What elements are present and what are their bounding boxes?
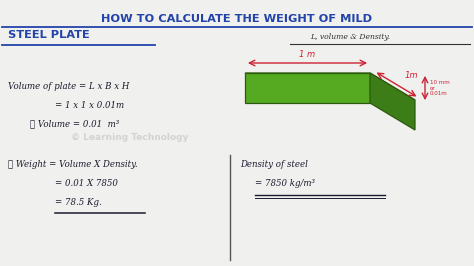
Text: HOW TO CALCULATE THE WEIGHT OF MILD: HOW TO CALCULATE THE WEIGHT OF MILD bbox=[101, 14, 373, 24]
Text: 10 mm
or
0.01m: 10 mm or 0.01m bbox=[430, 80, 450, 96]
Text: Density of steel: Density of steel bbox=[240, 160, 308, 169]
Text: = 1 x 1 x 0.01m: = 1 x 1 x 0.01m bbox=[55, 101, 124, 110]
Text: 1 m: 1 m bbox=[300, 50, 316, 59]
Text: ∴ Weight = Volume X Density.: ∴ Weight = Volume X Density. bbox=[8, 160, 137, 169]
Polygon shape bbox=[245, 73, 415, 100]
Text: L, volume & Density.: L, volume & Density. bbox=[310, 33, 390, 41]
Text: STEEL PLATE: STEEL PLATE bbox=[8, 30, 90, 40]
Text: ∴ Volume = 0.01  m³: ∴ Volume = 0.01 m³ bbox=[30, 119, 119, 128]
Text: = 0.01 X 7850: = 0.01 X 7850 bbox=[55, 179, 118, 188]
Text: 1m: 1m bbox=[404, 70, 418, 80]
Text: Volume of plate = L x B x H: Volume of plate = L x B x H bbox=[8, 82, 129, 91]
Text: = 78.5 Kg.: = 78.5 Kg. bbox=[55, 198, 102, 207]
Polygon shape bbox=[370, 73, 415, 130]
Text: = 7850 kg/m³: = 7850 kg/m³ bbox=[255, 179, 315, 188]
Text: © Learning Technology: © Learning Technology bbox=[71, 133, 189, 142]
Polygon shape bbox=[245, 73, 370, 103]
